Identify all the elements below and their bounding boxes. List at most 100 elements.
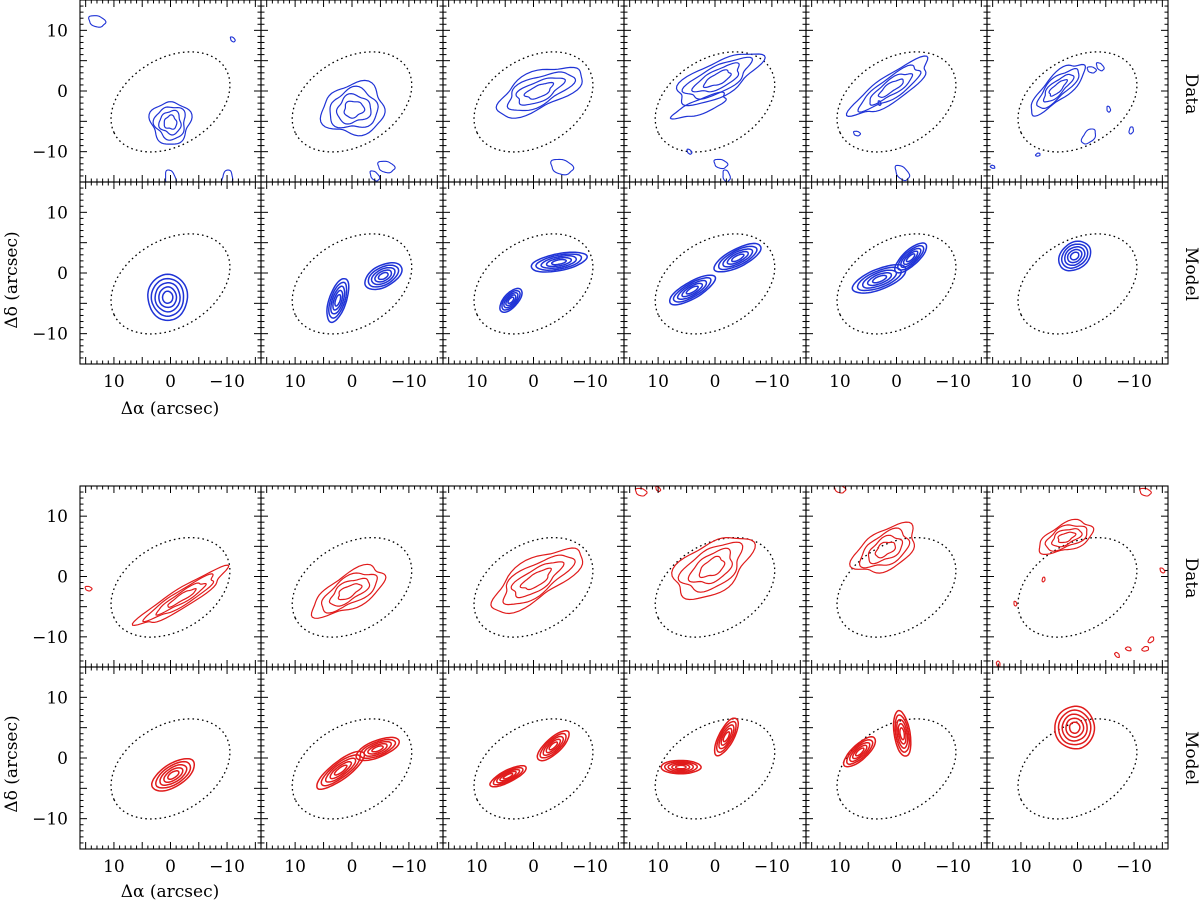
x-tick-label: 0 xyxy=(347,372,358,392)
contour-level xyxy=(672,277,712,303)
contour-level xyxy=(675,53,766,107)
panel-blueshifted-model-5: 10 0 −10 xyxy=(805,181,988,392)
contour-level xyxy=(319,79,386,137)
contour-level xyxy=(677,541,744,593)
contour-speck xyxy=(713,158,729,170)
contour-level xyxy=(523,81,555,100)
contour-level xyxy=(502,772,514,780)
panel-redshifted-data-2 xyxy=(260,485,444,668)
panel-blueshifted-model-1: 10 0 −10 10 0 −10 xyxy=(32,181,262,392)
labels-layer: Δα (arcsec) Δα (arcsec) Δδ (arcsec) Δδ (… xyxy=(2,74,1200,902)
contour-speck xyxy=(894,164,911,182)
x-tick-label: 0 xyxy=(891,857,902,877)
contour-level xyxy=(892,709,912,757)
panel-frame xyxy=(79,0,262,183)
contour-level xyxy=(676,279,708,300)
x-tick-label: −10 xyxy=(209,372,245,392)
contour-level xyxy=(718,724,735,750)
contour-speck xyxy=(1106,105,1112,113)
contour-level xyxy=(1066,248,1083,264)
contour-level xyxy=(681,56,754,100)
contour-level xyxy=(367,264,400,288)
reference-ellipse xyxy=(291,233,413,335)
panel-blueshifted-data-2 xyxy=(260,0,444,183)
contour-level xyxy=(845,55,929,118)
contour-level xyxy=(681,282,704,298)
x-tick-label: 10 xyxy=(466,857,488,877)
contour-level xyxy=(874,541,897,559)
panel-frame xyxy=(442,666,625,850)
panel-blueshifted-model-6: 10 0 −10 xyxy=(986,181,1169,392)
contour-level xyxy=(492,766,524,786)
reference-ellipse xyxy=(473,536,594,638)
reference-ellipse xyxy=(1017,233,1138,335)
contour-level xyxy=(849,741,871,763)
contour-speck xyxy=(686,148,693,155)
x-tick-label: 0 xyxy=(710,372,721,392)
contour-level xyxy=(489,764,527,788)
contour-level xyxy=(687,547,733,585)
contour-level xyxy=(506,71,577,112)
contour-level xyxy=(316,750,366,791)
contour-level xyxy=(147,273,189,322)
contour-level xyxy=(550,258,567,266)
contour-level xyxy=(540,255,578,269)
panel-redshifted-data-1: 10 0 −10 xyxy=(32,485,262,668)
contour-level xyxy=(1057,240,1092,272)
contour-level xyxy=(131,564,230,627)
contour-level xyxy=(155,582,207,616)
panel-redshifted-model-5: 10 0 −10 xyxy=(805,666,988,877)
contour-level xyxy=(685,285,699,295)
x-tick-label: −10 xyxy=(1116,372,1152,392)
contour-level xyxy=(328,577,371,607)
panel-blueshifted-data-1: 10 0 −10 xyxy=(32,0,262,183)
contour-speck xyxy=(1080,128,1097,145)
y-tick-label: 10 xyxy=(46,21,68,41)
contour-level xyxy=(871,274,888,284)
panel-frame xyxy=(986,666,1169,850)
x-tick-label: −10 xyxy=(754,857,790,877)
contour-level xyxy=(896,718,909,749)
contour-level xyxy=(1036,68,1080,109)
y-tick-label: −10 xyxy=(32,143,68,163)
contour-level xyxy=(668,274,717,306)
contour-level xyxy=(329,85,379,129)
contour-speck xyxy=(1147,636,1155,644)
panel-redshifted-model-3: 10 0 −10 xyxy=(442,666,625,877)
contour-level xyxy=(897,722,907,745)
contour-speck xyxy=(1128,126,1134,135)
contour-level xyxy=(1064,246,1086,267)
panel-frame xyxy=(623,181,807,365)
contour-level xyxy=(326,277,350,324)
contour-level xyxy=(161,290,174,304)
contour-level xyxy=(894,242,928,274)
panel-frame xyxy=(805,666,988,850)
x-tick-label: 10 xyxy=(284,857,306,877)
contour-level xyxy=(359,738,397,760)
contour-speck xyxy=(877,100,882,107)
contour-level xyxy=(542,735,565,757)
x-tick-label: 10 xyxy=(466,372,488,392)
x-tick-label: 0 xyxy=(1072,372,1083,392)
contour-level xyxy=(713,717,740,757)
reference-ellipse xyxy=(654,718,776,820)
contour-level xyxy=(328,281,348,319)
contour-speck xyxy=(369,170,381,182)
contour-level xyxy=(897,244,925,271)
contour-speck xyxy=(1095,62,1105,72)
contour-level xyxy=(337,583,363,601)
contour-level xyxy=(715,720,737,754)
x-tick-label: 0 xyxy=(1072,857,1083,877)
contour-level xyxy=(899,727,906,741)
panel-blueshifted-model-2: 10 0 −10 xyxy=(260,181,444,392)
y-tick-label: −10 xyxy=(32,810,68,830)
contour-level xyxy=(545,738,562,754)
contour-level xyxy=(858,527,911,569)
row-label-model-bottom: Model xyxy=(1181,731,1200,785)
contour-level xyxy=(1061,713,1088,742)
contour-level xyxy=(535,253,583,271)
contour-speck xyxy=(1139,487,1152,497)
contour-level xyxy=(148,101,193,145)
reference-ellipse xyxy=(654,233,776,335)
